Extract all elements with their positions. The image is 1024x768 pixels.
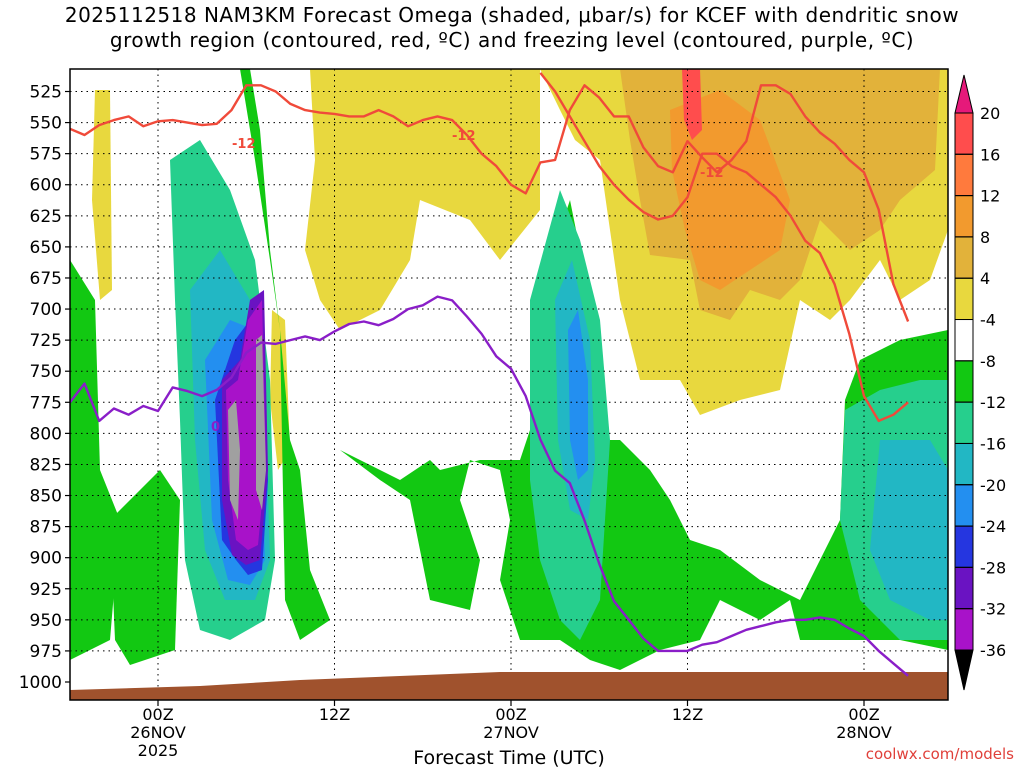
plot-frame — [69, 68, 949, 701]
omega-positive-region — [92, 90, 112, 300]
chart-title-line-1: 2025112518 NAM3KM Forecast Omega (shaded… — [64, 3, 960, 27]
credit-text: coolwx.com/models — [866, 745, 1014, 763]
terrain-surface — [70, 672, 948, 700]
colorbar-swatch — [954, 360, 974, 403]
omega-negative-region — [256, 335, 266, 510]
contour-label: -12 — [452, 129, 476, 144]
y-tick-label: 550 — [30, 114, 62, 134]
contour-label: 0 — [211, 420, 220, 435]
contour-label: -12 — [700, 166, 724, 181]
colorbar-label: 20 — [980, 104, 1000, 123]
colorbar-bottom-arrow — [954, 649, 974, 691]
x-tick-date: 28NOV — [836, 723, 892, 742]
chart-title-line-2: growth region (contoured, red, ºC) and f… — [109, 28, 915, 52]
colorbar-label: -4 — [980, 311, 996, 330]
y-tick-label: 825 — [30, 455, 62, 475]
y-tick-label: 625 — [30, 207, 62, 227]
y-tick-label: 775 — [30, 393, 62, 413]
colorbar-label: -32 — [980, 600, 1006, 619]
y-tick-label: 725 — [30, 331, 62, 351]
x-tick-date: 27NOV — [483, 723, 539, 742]
y-tick-label: 700 — [30, 300, 62, 320]
colorbar-top-arrow — [954, 74, 974, 114]
y-tick-label: 750 — [30, 362, 62, 382]
omega-negative-region — [70, 260, 120, 660]
y-tick-label: 650 — [30, 238, 62, 258]
x-tick-year: 2025 — [138, 741, 179, 760]
colorbar-swatch — [954, 401, 974, 444]
colorbar-label: -20 — [980, 476, 1006, 495]
colorbar-swatch — [954, 277, 974, 321]
omega-shading — [70, 69, 948, 670]
y-axis: 525 550 575 600 625 650 675 700 725 750 775 800 825 8… — [19, 83, 70, 693]
colorbar-label: 12 — [980, 187, 1000, 206]
colorbar-label: -24 — [980, 517, 1006, 536]
colorbar-label: 4 — [980, 269, 990, 288]
x-tick-label: 00Z — [142, 705, 173, 724]
colorbar-label: -12 — [980, 393, 1006, 412]
y-tick-label: 975 — [30, 642, 62, 662]
omega-positive-region — [305, 69, 540, 330]
colorbar-swatch — [954, 236, 974, 279]
y-tick-label: 800 — [30, 424, 62, 444]
y-tick-label: 875 — [30, 518, 62, 538]
colorbar-swatch — [954, 195, 974, 238]
omega-negative-region — [568, 310, 588, 480]
x-tick-label: 12Z — [319, 705, 350, 724]
y-tick-label: 575 — [30, 145, 62, 165]
colorbar-swatch — [954, 442, 974, 486]
omega-negative-region — [110, 470, 180, 665]
omega-positive-region — [670, 90, 790, 290]
colorbar-label: 8 — [980, 228, 990, 247]
colorbar-swatch — [954, 525, 974, 568]
colorbar-label: -28 — [980, 558, 1006, 577]
colorbar-swatch — [954, 484, 974, 527]
contour-label: -12 — [232, 137, 256, 152]
y-tick-label: 1000 — [19, 673, 62, 693]
colorbar-label: -16 — [980, 434, 1006, 453]
y-tick-label: 950 — [30, 611, 62, 631]
colorbar-label: -36 — [980, 641, 1006, 660]
x-tick-date: 26NOV — [130, 723, 186, 742]
omega-negative-region — [228, 400, 240, 520]
pressure-gridlines — [70, 91, 948, 652]
colorbar-swatch — [954, 319, 974, 362]
colorbar: 20 16 12 8 4 -4 -8 -12 -16 -20 -24 -28 -32 -36 — [954, 74, 1006, 691]
y-tick-label: 925 — [30, 580, 62, 600]
y-tick-label: 600 — [30, 176, 62, 196]
x-tick-label: 12Z — [672, 705, 703, 724]
colorbar-label: 16 — [980, 145, 1000, 164]
contour-lines — [70, 72, 910, 677]
x-tick-label: 00Z — [848, 705, 879, 724]
y-tick-label: 525 — [30, 83, 62, 103]
dendritic-contour — [70, 84, 910, 322]
y-tick-label: 675 — [30, 269, 62, 289]
y-tick-label: 900 — [30, 549, 62, 569]
dendritic-contour — [539, 72, 909, 423]
x-tick-label: 00Z — [495, 705, 526, 724]
y-tick-label: 850 — [30, 487, 62, 507]
colorbar-swatch — [954, 112, 974, 155]
colorbar-swatch — [954, 153, 974, 197]
colorbar-label: -8 — [980, 352, 996, 371]
freezing-level-contour — [70, 295, 909, 677]
omega-negative-region — [870, 440, 948, 620]
x-axis-title: Forecast Time (UTC) — [413, 747, 604, 768]
colorbar-swatch — [954, 566, 974, 610]
colorbar-swatch — [954, 608, 974, 651]
